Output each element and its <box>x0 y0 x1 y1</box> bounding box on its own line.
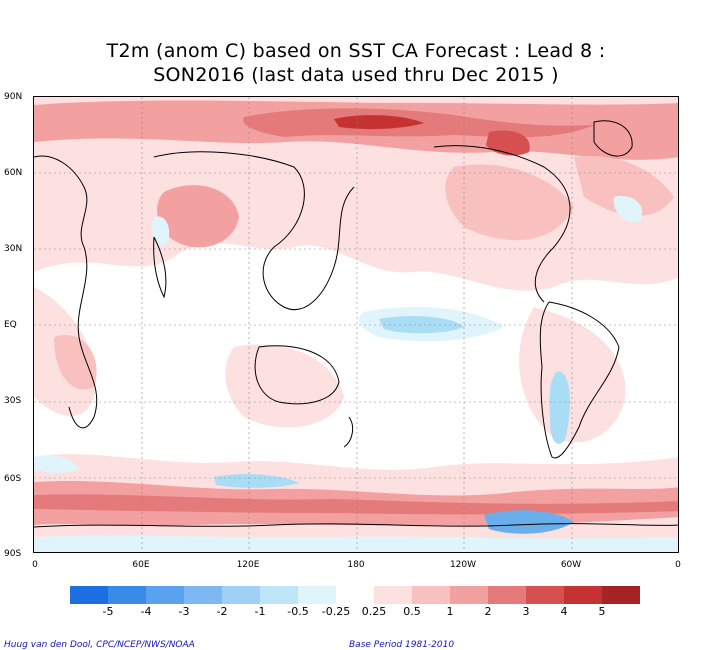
legend-label: -0.25 <box>321 605 351 618</box>
legend-label: 5 <box>598 605 606 618</box>
legend-swatch <box>526 586 564 604</box>
legend-swatch <box>602 586 640 604</box>
map-title-line-2: SON2016 (last data used thru Dec 2015 ) <box>153 64 559 86</box>
antarctica-coast <box>34 523 678 528</box>
pacific-cool-core <box>379 316 464 334</box>
asia-coast <box>153 151 355 311</box>
southern-cool-patch-1 <box>214 474 299 488</box>
legend-swatch <box>374 586 412 604</box>
legend-swatch <box>70 586 108 604</box>
legend-swatch <box>146 586 184 604</box>
australia-coast <box>254 345 340 405</box>
legend-label: -3 <box>178 605 190 618</box>
legend-label: -5 <box>102 605 114 618</box>
legend-label: 2 <box>484 605 492 618</box>
india-coast <box>153 236 167 299</box>
legend-label: -0.5 <box>287 605 309 618</box>
atlantic-cool-patch <box>613 196 643 223</box>
warm-region-light-samerica <box>519 307 626 443</box>
legend-label: 0.5 <box>403 605 421 618</box>
samerica-coast <box>539 301 620 459</box>
lat-label-90n: 90N <box>4 92 23 102</box>
lon-label-60e: 60E <box>132 560 150 570</box>
lon-label-180: 180 <box>347 560 365 570</box>
lon-label-120e: 120E <box>236 560 260 570</box>
legend-swatch <box>184 586 222 604</box>
legend-label: -1 <box>254 605 266 618</box>
map-title-line-1: T2m (anom C) based on SST CA Forecast : … <box>106 40 606 62</box>
legend-label: 0.25 <box>361 605 387 618</box>
color-legend <box>70 586 640 604</box>
namerica-coast <box>433 145 571 303</box>
lat-label-60s: 60S <box>4 474 22 484</box>
lat-label-eq: EQ <box>4 320 17 330</box>
base-period-text: Base Period 1981-2010 <box>349 640 455 650</box>
lon-label-60w: 60W <box>560 560 582 570</box>
legend-swatch <box>450 586 488 604</box>
credit-text: Huug van den Dool, CPC/NCEP/NWS/NOAA <box>4 640 195 650</box>
coastlines <box>34 120 678 528</box>
legend-label: 4 <box>560 605 568 618</box>
siberia-warm-peak <box>486 130 530 156</box>
samerica-cool-patch <box>549 371 570 445</box>
lon-label-0-east: 0 <box>675 560 681 570</box>
legend-label: -2 <box>216 605 228 618</box>
antarctic-cool <box>34 535 678 552</box>
europe-africa-coast <box>34 155 98 429</box>
legend-swatch <box>298 586 336 604</box>
legend-swatch <box>488 586 526 604</box>
namerica-warm-patch <box>445 164 574 241</box>
greenland-coast <box>593 120 633 157</box>
lon-label-120w: 120W <box>449 560 477 570</box>
anomaly-map <box>33 96 679 553</box>
legend-label: -4 <box>140 605 152 618</box>
legend-swatch <box>260 586 298 604</box>
southern-warm-core <box>34 494 678 515</box>
legend-swatch <box>412 586 450 604</box>
legend-swatch <box>564 586 602 604</box>
lat-label-30n: 30N <box>4 244 23 254</box>
europe-warm-patch <box>574 156 674 216</box>
asia-warm-patch <box>157 185 239 248</box>
lon-label-0: 0 <box>32 560 38 570</box>
legend-label: 1 <box>446 605 454 618</box>
southern-cool-patch-3 <box>34 455 79 473</box>
newzealand-coast <box>343 416 354 448</box>
anomaly-field <box>34 97 678 552</box>
legend-swatch <box>222 586 260 604</box>
legend-swatch <box>336 586 374 604</box>
lat-label-60n: 60N <box>4 168 23 178</box>
india-cool-patch <box>151 216 170 247</box>
southern-cool-patch-2 <box>484 510 574 534</box>
legend-swatch <box>108 586 146 604</box>
lat-label-30s: 30S <box>4 396 22 406</box>
legend-label: 3 <box>522 605 530 618</box>
lat-label-90s: 90S <box>4 549 22 559</box>
arctic-warm-peak <box>334 115 424 130</box>
africa-warm-patch <box>54 335 97 390</box>
graticule <box>34 97 678 552</box>
